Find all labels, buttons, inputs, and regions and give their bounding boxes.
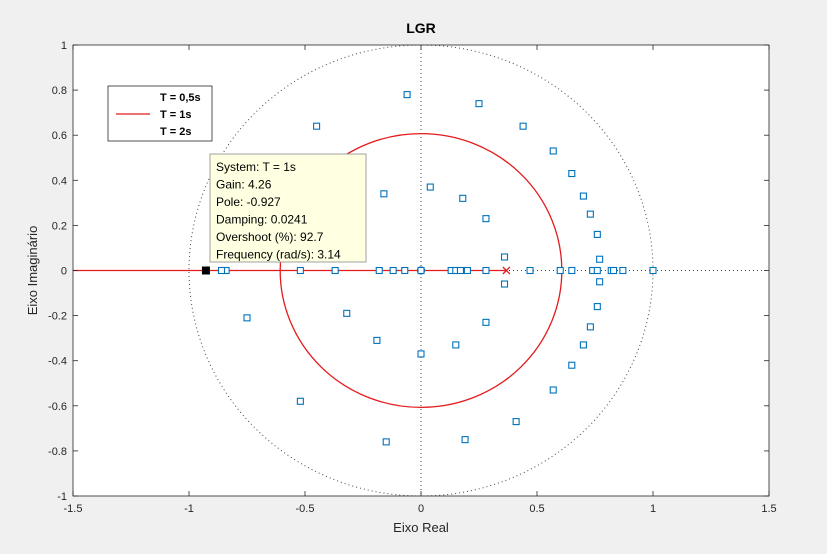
y-tick-label: 0 (61, 266, 67, 278)
x-tick-label: 1.5 (761, 503, 776, 515)
x-tick-label: -1 (184, 503, 194, 515)
marker-point (482, 318, 490, 326)
legend-entry-t2: T = 2s (160, 126, 192, 138)
datatip-line: System: T = 1s (216, 160, 296, 174)
marker-point (461, 436, 469, 444)
y-tick-label: -0.2 (48, 311, 67, 323)
datatip-box (209, 153, 367, 263)
marker-point (456, 266, 464, 275)
marker-point (593, 266, 601, 275)
marker-point (596, 278, 604, 286)
x-tick-label: -1.5 (64, 503, 83, 515)
marker-point (610, 266, 618, 275)
marker-point (482, 266, 490, 275)
datatip-line: Gain: 4.26 (216, 178, 272, 192)
marker-point (296, 397, 304, 405)
marker-point (556, 266, 564, 275)
y-tick-label: -1 (57, 491, 67, 503)
chart-title: LGR (406, 20, 436, 36)
legend-entry-t1: T = 1s (160, 109, 192, 121)
marker-point (217, 266, 226, 275)
marker-point (380, 190, 388, 198)
marker-point (579, 341, 587, 349)
marker-point (549, 147, 557, 155)
marker-point (389, 266, 397, 275)
marker-point (403, 91, 411, 99)
tick-layer: -1.5 -1 -0.5 0 0.5 1 1.5-1-0.8-0.6-0.4-0.200.2… (48, 40, 777, 515)
y-tick-label: -0.8 (48, 446, 67, 458)
y-tick-label: -0.4 (48, 356, 67, 368)
marker-point (313, 122, 321, 130)
datatip[interactable]: System: T = 1s Gain: 4.26 Pole: -0.927 Damp… (209, 153, 367, 263)
marker-point (452, 341, 460, 349)
marker-point (243, 314, 251, 322)
x-tick-label: 0.5 (529, 503, 544, 515)
marker-point (482, 215, 490, 223)
marker-point (463, 266, 471, 275)
marker-point (373, 336, 381, 344)
marker-point (459, 194, 467, 202)
marker-point (296, 266, 304, 275)
y-tick-label: 1 (61, 40, 67, 52)
marker-point (568, 169, 576, 178)
marker-point (343, 309, 351, 317)
legend[interactable]: T = 0,5s T = 1s T = 2s (107, 85, 213, 142)
marker-point (568, 266, 576, 275)
marker-point (649, 266, 657, 275)
marker-point (426, 183, 434, 191)
marker-point (586, 210, 594, 218)
marker-point (526, 266, 534, 275)
datatip-line: Damping: 0.0241 (216, 213, 308, 227)
marker-point (593, 303, 601, 311)
marker-point (549, 386, 557, 394)
y-tick-label: 0.6 (52, 130, 67, 142)
x-axis-label: Eixo Real (393, 520, 449, 535)
marker-point (401, 266, 409, 275)
marker-point (417, 350, 425, 358)
datatip-line: Overshoot (%): 92.7 (216, 230, 324, 244)
plot-layer (73, 45, 769, 496)
y-tick-label: 0.2 (52, 220, 67, 232)
x-tick-label: 1 (650, 503, 656, 515)
marker-point (579, 192, 587, 200)
marker-point (500, 280, 509, 288)
y-tick-label: 0.4 (52, 175, 67, 187)
marker-point (331, 266, 339, 275)
marker-point (619, 266, 627, 275)
x-tick-label: -0.5 (296, 503, 315, 515)
pole-marker-b (502, 266, 511, 275)
marker-point (375, 266, 383, 275)
y-tick-label: -0.6 (48, 401, 67, 413)
marker-point (512, 418, 520, 426)
marker-point (519, 122, 527, 130)
y-tick-label: 0.8 (52, 85, 67, 97)
selected-point[interactable] (201, 266, 210, 275)
datatip-line: Pole: -0.927 (216, 195, 281, 209)
marker-point (568, 361, 576, 369)
datatip-line: Frequency (rad/s): 3.14 (216, 248, 341, 262)
marker-point (596, 255, 604, 263)
marker-point (382, 438, 390, 446)
marker-point (500, 253, 509, 261)
marker-point (586, 323, 594, 331)
marker-point (417, 266, 425, 275)
x-tick-label: 0 (418, 503, 424, 515)
y-axis-label: Eixo Imaginário (25, 226, 40, 316)
marker-point (475, 100, 483, 108)
marker-point (593, 230, 601, 238)
legend-entry-t05: T = 0,5s (160, 92, 201, 104)
